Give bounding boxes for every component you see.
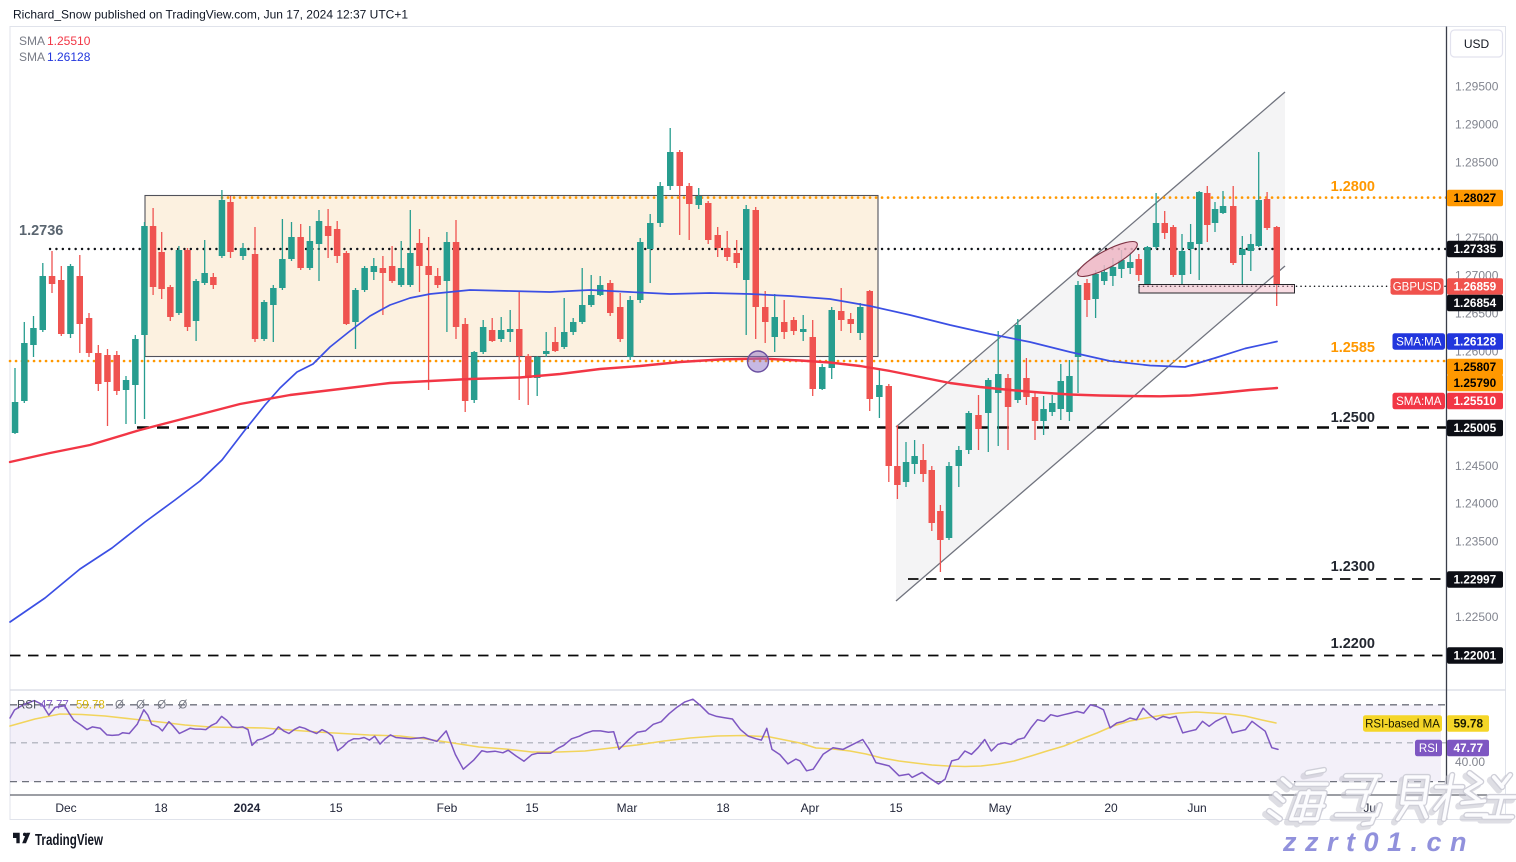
- svg-text:USD: USD: [1464, 37, 1490, 51]
- svg-text:1.2800: 1.2800: [1331, 179, 1375, 195]
- svg-text:GBPUSD: GBPUSD: [1393, 282, 1442, 294]
- svg-text:1.26854: 1.26854: [1454, 296, 1497, 310]
- svg-text:1.2585: 1.2585: [1331, 340, 1375, 356]
- svg-text:15: 15: [525, 801, 539, 815]
- svg-text:1.24500: 1.24500: [1455, 459, 1499, 473]
- svg-text:15: 15: [889, 801, 903, 815]
- svg-text:RSI-based MA: RSI-based MA: [1365, 719, 1440, 731]
- svg-text:40.00: 40.00: [1455, 755, 1485, 769]
- svg-text:1.24000: 1.24000: [1455, 497, 1499, 511]
- svg-text:1.27335: 1.27335: [1454, 242, 1497, 256]
- svg-text:1.26128: 1.26128: [47, 50, 91, 64]
- svg-text:1.28500: 1.28500: [1455, 155, 1499, 169]
- svg-text:47.77: 47.77: [40, 700, 69, 712]
- svg-text:1.26859: 1.26859: [1454, 280, 1497, 294]
- svg-text:18: 18: [716, 801, 730, 815]
- svg-text:59.78: 59.78: [1454, 717, 1484, 731]
- svg-text:1.25005: 1.25005: [1454, 421, 1497, 435]
- svg-text:zzrt01.cn: zzrt01.cn: [1282, 827, 1475, 857]
- svg-text:SMA:MA: SMA:MA: [1396, 396, 1442, 408]
- svg-text:RSI: RSI: [1419, 743, 1438, 755]
- svg-text:59.78: 59.78: [76, 700, 105, 712]
- svg-text:1.29000: 1.29000: [1455, 117, 1499, 131]
- svg-text:Dec: Dec: [55, 801, 76, 815]
- svg-text:1.23500: 1.23500: [1455, 535, 1499, 549]
- svg-text:SMA: SMA: [19, 34, 45, 48]
- svg-text:1.25510: 1.25510: [1454, 394, 1497, 408]
- svg-text:1.25807: 1.25807: [1454, 360, 1497, 374]
- svg-text:Ø Ø Ø Ø: Ø Ø Ø Ø: [115, 700, 192, 712]
- svg-text:SMA:MA: SMA:MA: [1396, 337, 1442, 349]
- svg-text:1.28027: 1.28027: [1454, 191, 1497, 205]
- svg-text:1.26128: 1.26128: [1454, 335, 1497, 349]
- svg-text:1.22001: 1.22001: [1454, 649, 1497, 663]
- svg-text:18: 18: [154, 801, 168, 815]
- svg-text:1.29500: 1.29500: [1455, 79, 1499, 93]
- svg-text:SMA: SMA: [19, 50, 45, 64]
- svg-text:RSI: RSI: [17, 700, 36, 712]
- svg-text:May: May: [989, 801, 1012, 815]
- svg-text:47.77: 47.77: [1454, 741, 1484, 755]
- svg-text:1.2500: 1.2500: [1331, 410, 1375, 426]
- svg-text:1.22500: 1.22500: [1455, 610, 1499, 624]
- svg-text:1.25510: 1.25510: [47, 34, 91, 48]
- svg-text:1.2300: 1.2300: [1331, 559, 1375, 575]
- svg-text:1.2200: 1.2200: [1331, 636, 1375, 652]
- svg-text:1.2736: 1.2736: [19, 223, 63, 239]
- svg-text:15: 15: [329, 801, 343, 815]
- svg-text:1.22997: 1.22997: [1454, 573, 1497, 587]
- svg-text:Apr: Apr: [801, 801, 820, 815]
- svg-text:Mar: Mar: [617, 801, 638, 815]
- svg-text:Richard_Snow published on Trad: Richard_Snow published on TradingView.co…: [13, 8, 408, 22]
- svg-text:Feb: Feb: [437, 801, 458, 815]
- svg-text:TradingView: TradingView: [35, 832, 104, 849]
- svg-text:Jun: Jun: [1187, 801, 1206, 815]
- svg-text:1.25790: 1.25790: [1454, 376, 1497, 390]
- svg-text:20: 20: [1104, 801, 1118, 815]
- svg-text:2024: 2024: [234, 801, 261, 815]
